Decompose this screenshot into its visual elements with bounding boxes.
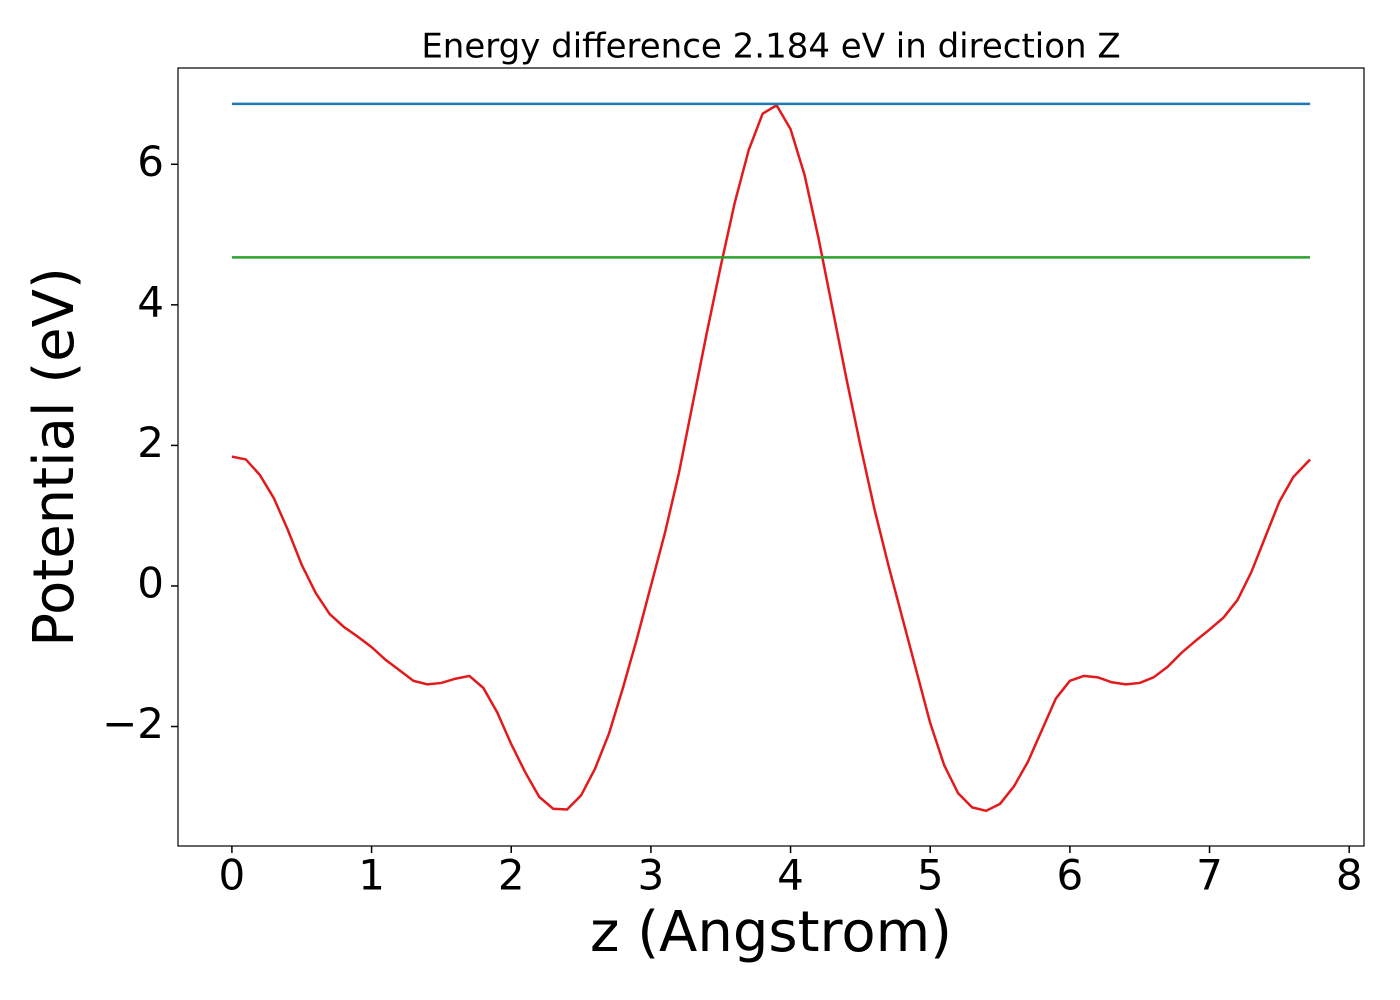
x-tick-label: 3 xyxy=(638,851,665,900)
y-tick-label: 2 xyxy=(137,418,164,467)
chart-title: Energy difference 2.184 eV in direction … xyxy=(421,27,1120,67)
plot-frame xyxy=(177,67,1365,847)
y-axis-label: Potential (eV) xyxy=(22,267,87,647)
x-tick-label: 7 xyxy=(1196,851,1223,900)
y-tick-label: 6 xyxy=(137,137,164,186)
x-tick-label: 5 xyxy=(917,851,944,900)
x-tick-label: 2 xyxy=(498,851,525,900)
x-tick-label: 6 xyxy=(1057,851,1084,900)
y-tick-label: −2 xyxy=(102,699,164,748)
x-tick-label: 1 xyxy=(358,851,385,900)
x-tick-label: 0 xyxy=(219,851,246,900)
x-tick-label: 4 xyxy=(777,851,804,900)
y-tick-label: 0 xyxy=(137,558,164,607)
x-tick-label: 8 xyxy=(1336,851,1363,900)
x-axis-label: z (Angstrom) xyxy=(590,900,952,965)
y-tick-label: 4 xyxy=(137,277,164,326)
data-line xyxy=(231,103,1311,813)
